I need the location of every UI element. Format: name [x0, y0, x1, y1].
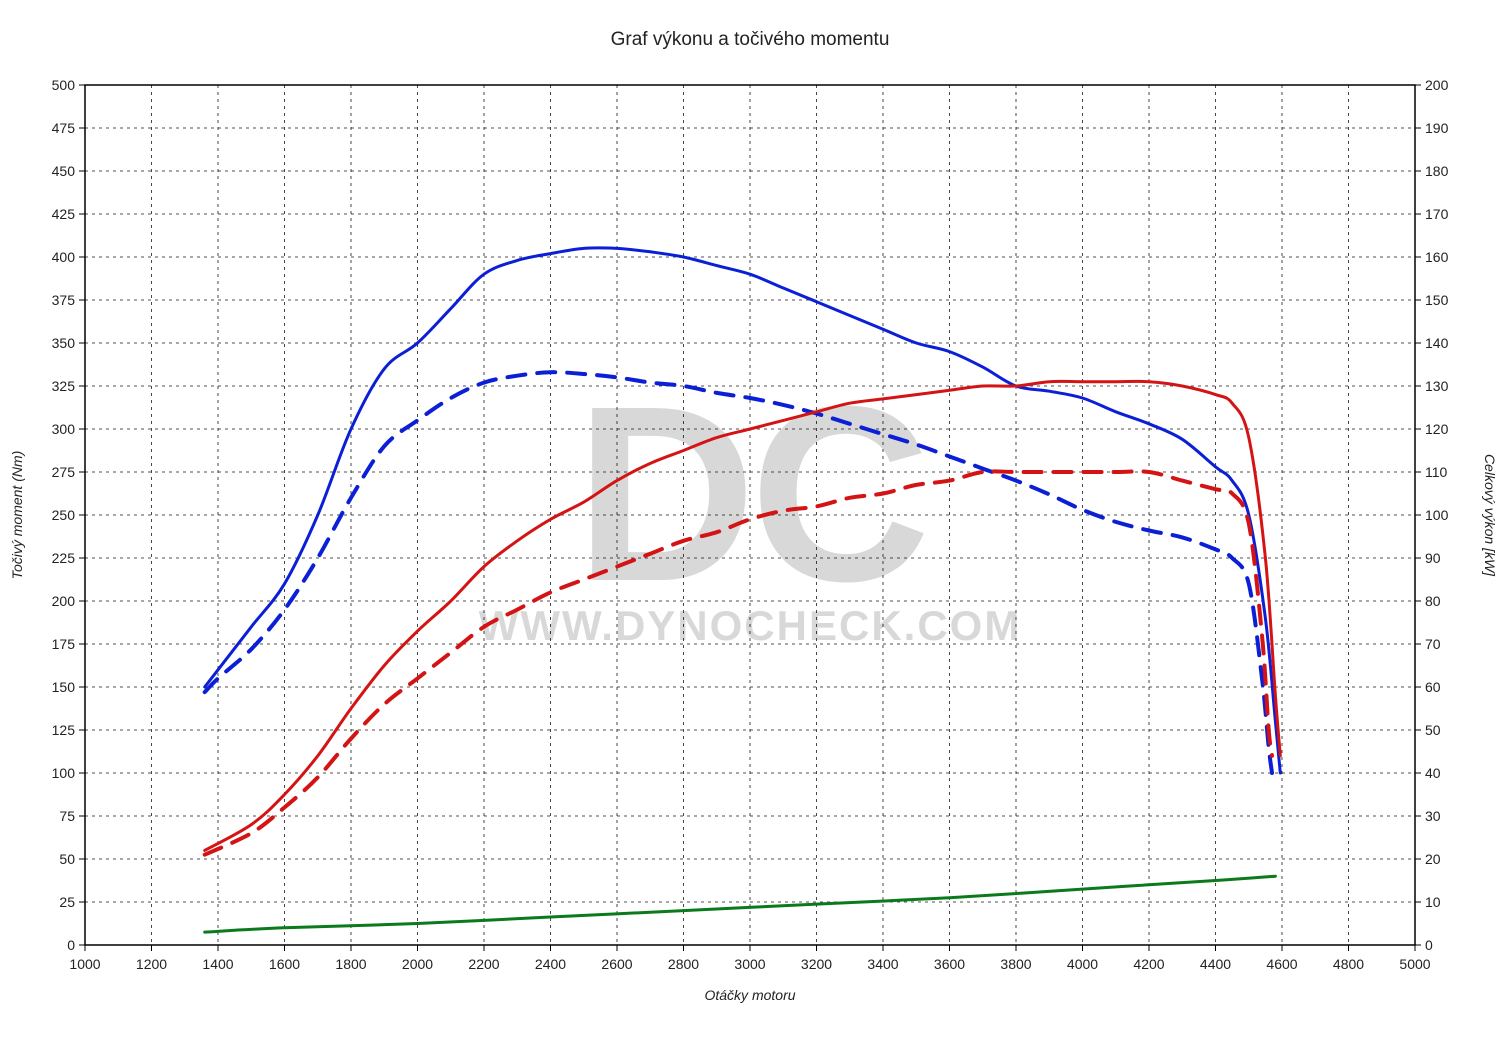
x-tick-label: 1000: [69, 956, 100, 972]
y-right-tick-label: 170: [1425, 206, 1449, 222]
x-tick-label: 4400: [1200, 956, 1231, 972]
y-left-tick-label: 500: [52, 77, 76, 93]
y-right-tick-label: 200: [1425, 77, 1449, 93]
x-tick-label: 3600: [934, 956, 965, 972]
y-right-tick-label: 70: [1425, 636, 1441, 652]
x-tick-label: 1400: [202, 956, 233, 972]
y-left-tick-label: 0: [67, 937, 75, 953]
y-left-tick-label: 350: [52, 335, 76, 351]
x-tick-label: 2200: [468, 956, 499, 972]
x-axis-label: Otáčky motoru: [704, 987, 795, 1003]
y-left-tick-label: 50: [59, 851, 75, 867]
y-left-tick-label: 300: [52, 421, 76, 437]
x-tick-label: 1800: [335, 956, 366, 972]
y-left-tick-label: 325: [52, 378, 76, 394]
x-tick-label: 2000: [402, 956, 433, 972]
y-right-tick-label: 140: [1425, 335, 1449, 351]
y-left-tick-label: 150: [52, 679, 76, 695]
y-left-tick-label: 250: [52, 507, 76, 523]
x-tick-label: 2800: [668, 956, 699, 972]
x-tick-label: 3400: [867, 956, 898, 972]
y-right-tick-label: 100: [1425, 507, 1449, 523]
x-tick-label: 1200: [136, 956, 167, 972]
y-right-tick-label: 50: [1425, 722, 1441, 738]
y-left-tick-label: 400: [52, 249, 76, 265]
x-tick-label: 2400: [535, 956, 566, 972]
y-right-tick-label: 120: [1425, 421, 1449, 437]
x-tick-label: 4600: [1266, 956, 1297, 972]
y-right-tick-label: 160: [1425, 249, 1449, 265]
x-tick-label: 3000: [734, 956, 765, 972]
chart-title: Graf výkonu a točivého momentu: [611, 29, 890, 50]
y-right-tick-label: 190: [1425, 120, 1449, 136]
y-right-tick-label: 90: [1425, 550, 1441, 566]
y-right-tick-label: 180: [1425, 163, 1449, 179]
y-left-tick-label: 100: [52, 765, 76, 781]
y-right-tick-label: 130: [1425, 378, 1449, 394]
y-left-tick-label: 125: [52, 722, 76, 738]
dyno-chart: Graf výkonu a točivého momentu DC WWW.DY…: [0, 0, 1500, 1041]
y-left-tick-label: 450: [52, 163, 76, 179]
y-right-tick-label: 40: [1425, 765, 1441, 781]
x-tick-label: 5000: [1399, 956, 1430, 972]
y-left-tick-label: 175: [52, 636, 76, 652]
y-right-tick-label: 110: [1425, 464, 1448, 480]
y-right-tick-label: 20: [1425, 851, 1441, 867]
x-tick-label: 2600: [601, 956, 632, 972]
y-right-tick-label: 10: [1425, 894, 1441, 910]
x-tick-label: 4200: [1133, 956, 1164, 972]
y-right-tick-label: 60: [1425, 679, 1441, 695]
x-tick-label: 3200: [801, 956, 832, 972]
series-drag_loss: [205, 876, 1276, 932]
y-left-tick-label: 475: [52, 120, 76, 136]
y-right-tick-label: 30: [1425, 808, 1441, 824]
y-right-axis-label: Celkový výkon [kW]: [1482, 454, 1498, 577]
y-left-tick-label: 200: [52, 593, 76, 609]
x-tick-label: 4000: [1067, 956, 1098, 972]
y-left-tick-label: 225: [52, 550, 76, 566]
x-tick-label: 1600: [269, 956, 300, 972]
y-left-tick-label: 75: [59, 808, 75, 824]
y-right-tick-label: 150: [1425, 292, 1449, 308]
y-left-tick-label: 425: [52, 206, 76, 222]
y-left-tick-label: 375: [52, 292, 76, 308]
y-left-axis-label: Točivý moment (Nm): [9, 451, 25, 580]
y-left-tick-label: 25: [59, 894, 75, 910]
x-tick-label: 3800: [1000, 956, 1031, 972]
x-tick-label: 4800: [1333, 956, 1364, 972]
y-left-tick-label: 275: [52, 464, 76, 480]
y-right-tick-label: 0: [1425, 937, 1433, 953]
y-right-tick-label: 80: [1425, 593, 1441, 609]
